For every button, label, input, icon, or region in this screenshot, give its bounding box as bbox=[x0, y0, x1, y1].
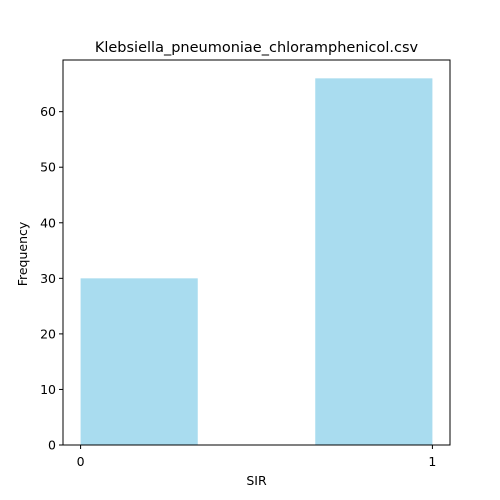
plot-area-frame bbox=[62, 59, 451, 446]
y-tick-label: 0 bbox=[48, 438, 56, 453]
x-axis-label: SIR bbox=[246, 473, 267, 488]
histogram-bar-1 bbox=[315, 78, 433, 445]
y-axis-ticks: 0 10 20 30 40 50 60 bbox=[40, 104, 63, 453]
y-axis-label: Frequency bbox=[15, 221, 30, 286]
y-tick-label: 30 bbox=[40, 271, 56, 286]
y-tick-label: 60 bbox=[40, 104, 56, 119]
x-tick-label: 0 bbox=[77, 454, 85, 469]
y-tick-label: 10 bbox=[40, 382, 56, 397]
y-tick-label: 20 bbox=[40, 326, 56, 341]
histogram-bar-0 bbox=[80, 278, 198, 445]
bars-group bbox=[80, 78, 433, 445]
x-tick-label: 1 bbox=[428, 454, 436, 469]
chart-title: Klebsiella_pneumoniae_chloramphenicol.cs… bbox=[95, 40, 419, 56]
y-tick-label: 40 bbox=[40, 215, 56, 230]
y-tick-label: 50 bbox=[40, 160, 56, 175]
